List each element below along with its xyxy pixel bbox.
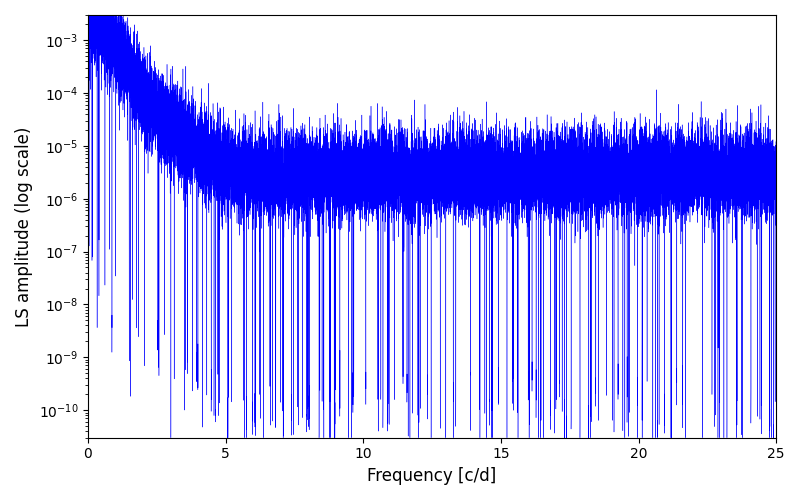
- Y-axis label: LS amplitude (log scale): LS amplitude (log scale): [15, 126, 33, 326]
- X-axis label: Frequency [c/d]: Frequency [c/d]: [367, 467, 497, 485]
